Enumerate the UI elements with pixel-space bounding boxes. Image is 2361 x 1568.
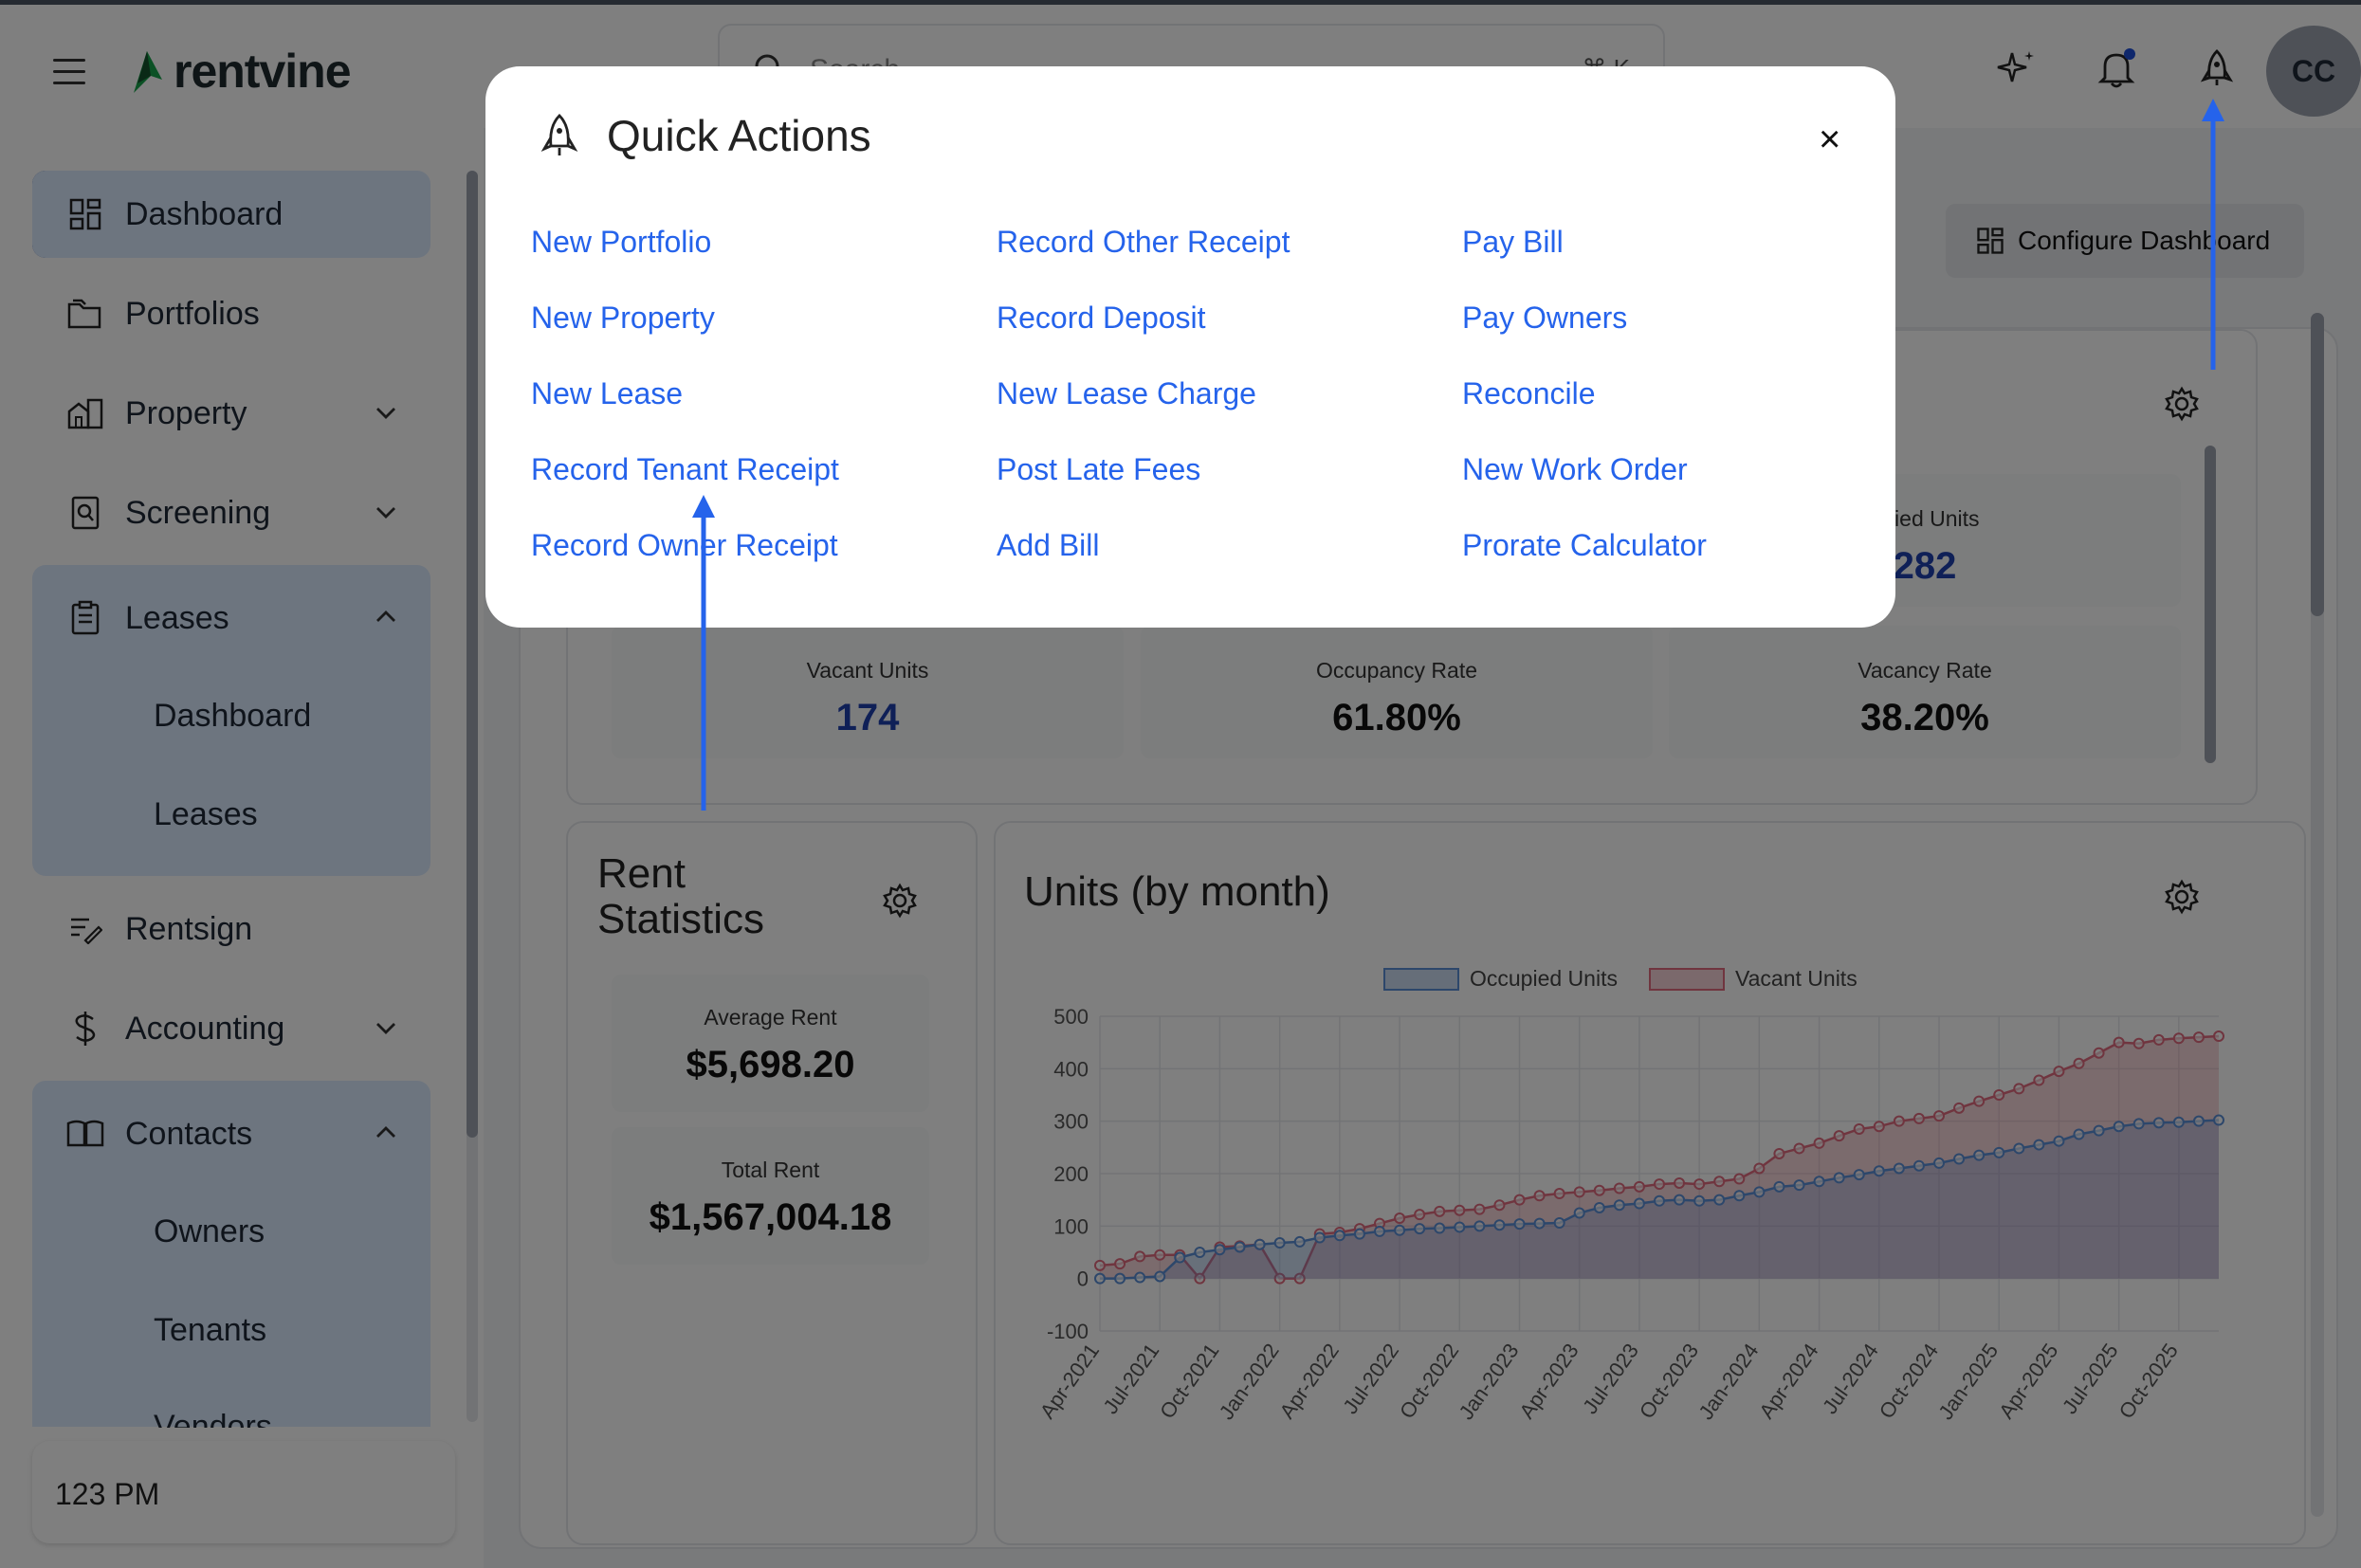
- quick-action-record-owner-receipt[interactable]: Record Owner Receipt: [531, 528, 838, 562]
- quick-action-new-lease[interactable]: New Lease: [531, 376, 684, 410]
- quick-action-record-deposit[interactable]: Record Deposit: [997, 301, 1206, 335]
- quick-action-record-other-receipt[interactable]: Record Other Receipt: [997, 225, 1290, 259]
- quick-action-new-lease-charge[interactable]: New Lease Charge: [997, 376, 1256, 410]
- quick-action-pay-owners[interactable]: Pay Owners: [1462, 301, 1628, 335]
- quick-action-record-tenant-receipt[interactable]: Record Tenant Receipt: [531, 452, 839, 486]
- quick-action-post-late-fees[interactable]: Post Late Fees: [997, 452, 1201, 486]
- rocket-icon: [540, 114, 578, 155]
- quick-action-add-bill[interactable]: Add Bill: [997, 528, 1100, 562]
- modal-title: Quick Actions: [607, 111, 871, 160]
- quick-action-reconcile[interactable]: Reconcile: [1462, 376, 1596, 410]
- annotation-arrow-up: [2202, 99, 2224, 370]
- quick-action-prorate-calculator[interactable]: Prorate Calculator: [1462, 528, 1707, 562]
- quick-action-new-work-order[interactable]: New Work Order: [1462, 452, 1688, 486]
- quick-action-pay-bill[interactable]: Pay Bill: [1462, 225, 1564, 259]
- close-button[interactable]: ×: [1819, 119, 1841, 160]
- quick-actions-modal: Quick Actions × New Portfolio New Proper…: [485, 66, 1895, 628]
- quick-action-new-portfolio[interactable]: New Portfolio: [531, 225, 712, 259]
- quick-action-new-property[interactable]: New Property: [531, 301, 715, 335]
- annotation-arrow-up: [692, 495, 715, 811]
